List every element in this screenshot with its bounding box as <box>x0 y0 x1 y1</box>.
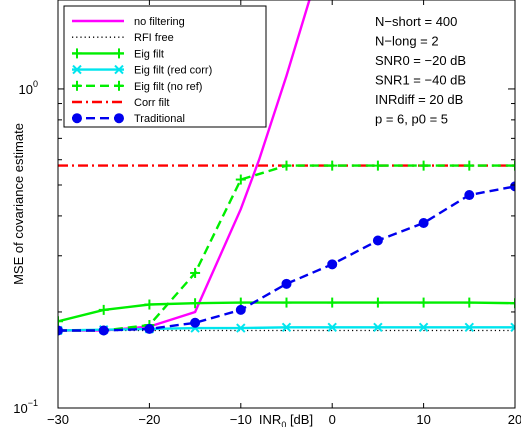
legend-marker <box>114 48 124 59</box>
y-tick-label: 10−1 <box>13 398 38 416</box>
x-axis-label-main: INR <box>259 412 281 427</box>
legend-label: Corr filt <box>134 97 169 109</box>
legend-entry-no-filtering: no filtering <box>72 16 185 28</box>
point-eig-filt-red-corr-8 <box>418 322 429 333</box>
point-eig-filt-no-ref-4 <box>235 174 246 185</box>
point-traditional-10 <box>510 181 515 192</box>
legend-label: Eig filt (no ref) <box>134 81 202 93</box>
point-eig-filt-6 <box>327 297 338 308</box>
point-traditional-7 <box>372 235 383 246</box>
legend-marker <box>114 113 124 124</box>
annotation-line: N−short = 400 <box>375 14 457 29</box>
legend-entry-corr-filt: Corr filt <box>72 97 169 109</box>
x-tick-label: −30 <box>47 412 69 427</box>
point-eig-filt-0 <box>58 316 63 327</box>
point-eig-filt-no-ref-7 <box>372 160 383 171</box>
legend-label: Eig filt (red corr) <box>134 65 212 77</box>
point-eig-filt-red-corr-5 <box>281 322 292 333</box>
series-eig-filt <box>58 297 515 327</box>
annotations: N−short = 400 N−long = 2 SNR0 = −20 dB SNR1… <box>375 14 466 127</box>
x-axis-label-sub: 0 <box>281 420 286 427</box>
point-eig-filt-no-ref-6 <box>327 160 338 171</box>
line-traditional <box>58 185 515 332</box>
axes-layer: −30 −20 −10 0 10 20 10−1 100 <box>13 0 521 427</box>
x-tick-label: −10 <box>230 412 252 427</box>
point-eig-filt-no-ref-9 <box>464 160 475 171</box>
legend-label: RFI free <box>134 32 174 44</box>
point-eig-filt-2 <box>144 299 155 310</box>
point-traditional-3 <box>190 317 201 328</box>
legend: no filtering RFI free Eig filt Eig filt (re… <box>63 5 267 128</box>
legend-entry-eig-filt-red-corr: Eig filt (red corr) <box>72 65 212 77</box>
point-traditional-2 <box>144 323 155 334</box>
legend-entry-eig-filt-no-ref: Eig filt (no ref) <box>72 80 202 93</box>
legend-box <box>63 5 267 128</box>
point-eig-filt-3 <box>190 298 201 309</box>
point-eig-filt-7 <box>372 297 383 308</box>
x-tick-label: −20 <box>138 412 160 427</box>
point-eig-filt-9 <box>464 297 475 308</box>
legend-marker <box>72 48 82 59</box>
point-eig-filt-no-ref-10 <box>510 160 515 171</box>
legend-label: no filtering <box>134 16 185 28</box>
point-traditional-4 <box>235 304 246 315</box>
legend-label: Eig filt <box>134 48 164 60</box>
annotation-line: SNR1 = −40 dB <box>375 73 466 88</box>
x-tick-label: 20 <box>508 412 521 427</box>
x-tick-label: 0 <box>329 412 336 427</box>
point-eig-filt-red-corr-6 <box>327 322 337 333</box>
annotation-line: SNR0 = −20 dB <box>375 53 466 68</box>
annotation-line: N−long = 2 <box>375 34 439 49</box>
x-axis-label: INR0 [dB] <box>259 412 313 427</box>
legend-marker <box>72 80 82 91</box>
point-eig-filt-no-ref-5 <box>281 160 292 171</box>
legend-entry-traditional: Traditional <box>72 113 185 125</box>
x-tick-label: 10 <box>416 412 430 427</box>
point-traditional-6 <box>327 259 338 270</box>
point-eig-filt-1 <box>98 304 109 315</box>
legend-label: Traditional <box>134 113 185 125</box>
point-traditional-0 <box>58 325 63 336</box>
point-eig-filt-8 <box>418 297 429 308</box>
point-eig-filt-10 <box>510 298 515 309</box>
legend-marker <box>72 64 82 75</box>
series-layer <box>58 0 515 336</box>
point-eig-filt-no-ref-8 <box>418 160 429 171</box>
point-traditional-1 <box>98 325 109 336</box>
point-traditional-5 <box>281 278 292 289</box>
y-axis-label: MSE of covariance estimate <box>11 123 26 285</box>
series-traditional <box>58 181 515 336</box>
annotation-line: p = 6, p0 = 5 <box>375 112 448 127</box>
x-axis-label-unit: [dB] <box>286 412 313 427</box>
legend-entry-rfi-free: RFI free <box>72 32 174 44</box>
legend-marker <box>72 113 82 124</box>
point-eig-filt-no-ref-3 <box>190 267 201 278</box>
point-eig-filt-red-corr-7 <box>373 322 383 333</box>
legend-marker <box>114 80 124 91</box>
axes-box <box>57 0 516 409</box>
point-eig-filt-5 <box>281 297 292 308</box>
y-tick-label: 100 <box>19 79 38 97</box>
legend-marker <box>114 64 124 75</box>
annotation-line: INRdiff = 20 dB <box>375 92 463 107</box>
point-eig-filt-red-corr-4 <box>236 323 246 333</box>
point-traditional-8 <box>418 218 429 229</box>
point-eig-filt-red-corr-10 <box>510 322 515 333</box>
point-traditional-9 <box>464 190 475 201</box>
legend-entry-eig-filt: Eig filt <box>72 48 164 60</box>
point-eig-filt-red-corr-9 <box>464 322 475 333</box>
